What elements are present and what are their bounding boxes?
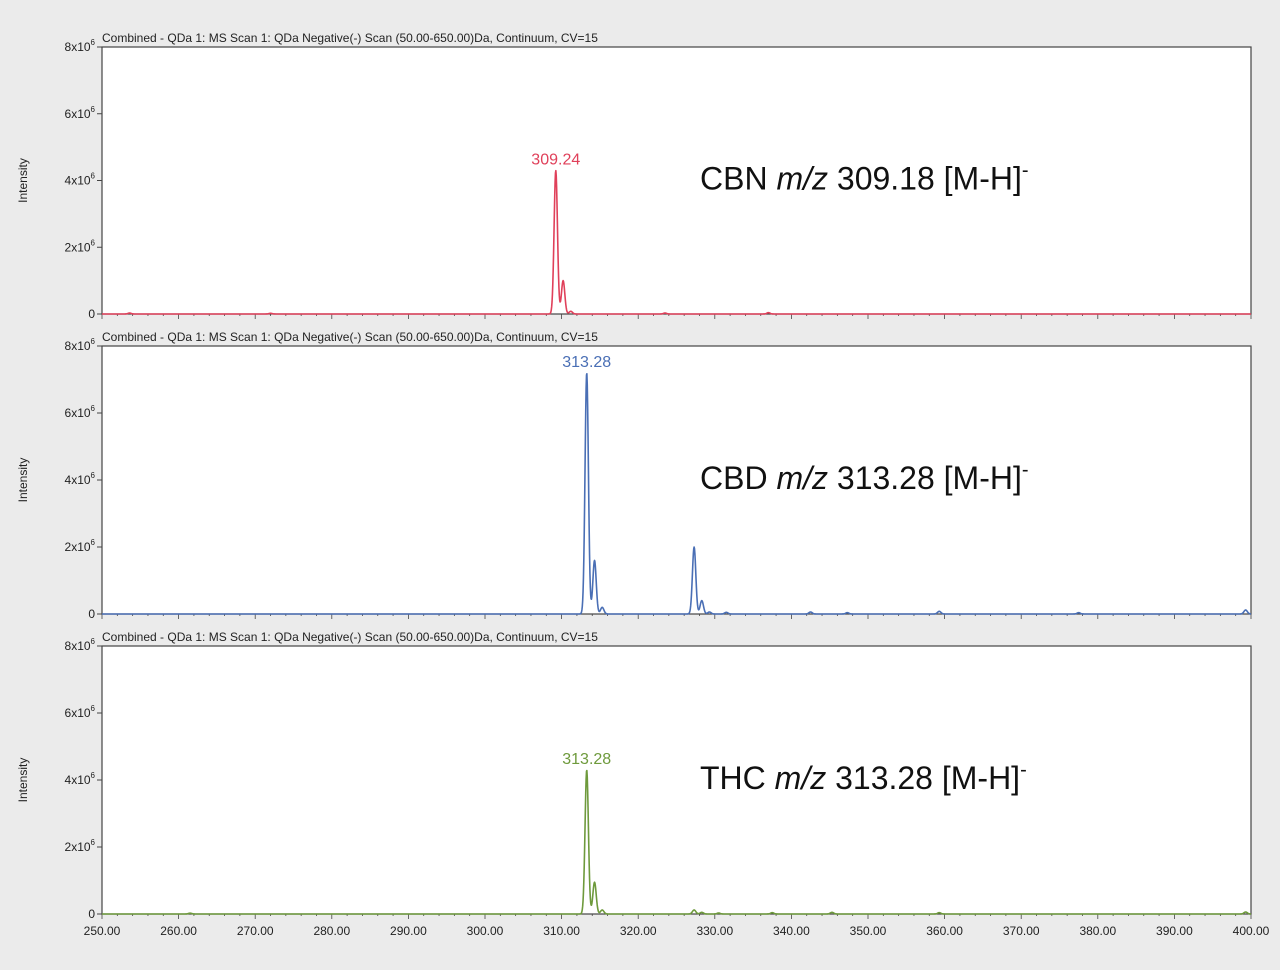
y-tick-label: 6x106 (65, 404, 96, 420)
y-tick-exponent: 6 (91, 637, 96, 646)
x-tick-label: 350.00 (850, 924, 887, 938)
x-tick-label: 370.00 (1003, 924, 1040, 938)
y-axis-label: Intensity (16, 158, 30, 203)
ion-charge: - (1022, 160, 1029, 182)
y-tick-exponent: 6 (91, 38, 96, 47)
y-tick-base: 4x10 (65, 473, 91, 487)
y-tick-exponent: 6 (91, 471, 96, 480)
y-tick-exponent: 6 (91, 838, 96, 847)
x-tick-label: 300.00 (467, 924, 504, 938)
x-tick-label: 400.00 (1233, 924, 1270, 938)
compound-annotation: CBN m/z 309.18 [M-H]- (700, 160, 1029, 197)
y-tick-label: 8x106 (65, 38, 96, 54)
panel-header: Combined - QDa 1: MS Scan 1: QDa Negativ… (102, 330, 598, 344)
compound-name: CBN (700, 161, 776, 197)
spectrum-trace (101, 769, 1252, 915)
spectrum-trace (101, 372, 1252, 615)
y-tick-base: 4x10 (65, 773, 91, 787)
x-tick-label: 290.00 (390, 924, 427, 938)
y-tick-label: 8x106 (65, 337, 96, 353)
plot-frame (101, 645, 1252, 915)
y-tick-label: 0 (88, 907, 95, 921)
y-tick-base: 0 (88, 307, 95, 321)
mz-unit: m/z (776, 161, 828, 197)
panel-header: Combined - QDa 1: MS Scan 1: QDa Negativ… (102, 630, 598, 644)
compound-annotation: THC m/z 313.28 [M-H]- (700, 759, 1027, 796)
y-tick-exponent: 6 (91, 538, 96, 547)
compound-name: THC (700, 760, 775, 796)
y-tick-base: 2x10 (65, 540, 91, 554)
y-tick-exponent: 6 (91, 404, 96, 413)
plot-frame (101, 345, 1252, 615)
y-tick-exponent: 6 (91, 337, 96, 346)
mz-unit: m/z (776, 460, 828, 496)
y-tick-exponent: 6 (91, 238, 96, 247)
x-tick-label: 270.00 (237, 924, 274, 938)
x-tick-label: 340.00 (773, 924, 810, 938)
y-tick-exponent: 6 (91, 172, 96, 181)
peak-label: 313.28 (562, 354, 611, 371)
spectrum-panel-2: Combined - QDa 1: MS Scan 1: QDa Negativ… (16, 330, 1252, 621)
y-tick-label: 0 (88, 307, 95, 321)
spectrum-panel-1: Combined - QDa 1: MS Scan 1: QDa Negativ… (16, 31, 1252, 321)
peak-label: 309.24 (531, 151, 580, 168)
spectrum-trace (101, 169, 1252, 315)
plot-frame (101, 46, 1252, 315)
y-tick-exponent: 6 (91, 771, 96, 780)
y-tick-label: 2x106 (65, 238, 96, 254)
y-tick-label: 6x106 (65, 105, 96, 121)
ion-charge: - (1020, 759, 1027, 781)
x-tick-label: 280.00 (313, 924, 350, 938)
y-tick-base: 8x10 (65, 40, 91, 54)
y-tick-base: 4x10 (65, 174, 91, 188)
y-tick-label: 2x106 (65, 838, 96, 854)
y-tick-base: 6x10 (65, 706, 91, 720)
x-axis: 250.00 260.00 270.00 280.00 290.00 300.00 310.… (84, 924, 1270, 938)
y-tick-label: 6x106 (65, 704, 96, 720)
x-tick-label: 390.00 (1156, 924, 1193, 938)
y-tick-label: 4x106 (65, 471, 96, 487)
compound-annotation: CBD m/z 313.28 [M-H]- (700, 459, 1029, 496)
x-tick-label: 330.00 (696, 924, 733, 938)
y-tick-base: 6x10 (65, 406, 91, 420)
y-tick-base: 2x10 (65, 240, 91, 254)
y-tick-base: 6x10 (65, 107, 91, 121)
y-axis-label: Intensity (16, 458, 30, 503)
x-tick-label: 250.00 (84, 924, 121, 938)
y-tick-base: 8x10 (65, 339, 91, 353)
y-tick-base: 2x10 (65, 840, 91, 854)
peak-label: 313.28 (562, 751, 611, 768)
x-tick-label: 320.00 (620, 924, 657, 938)
spectrum-panel-3: Combined - QDa 1: MS Scan 1: QDa Negativ… (16, 630, 1252, 921)
y-tick-base: 8x10 (65, 639, 91, 653)
panel-header: Combined - QDa 1: MS Scan 1: QDa Negativ… (102, 31, 598, 45)
y-tick-label: 4x106 (65, 172, 96, 188)
x-tick-label: 360.00 (926, 924, 963, 938)
y-tick-base: 0 (88, 907, 95, 921)
x-tick-label: 310.00 (543, 924, 580, 938)
x-tick-label: 380.00 (1079, 924, 1116, 938)
ion-charge: - (1022, 459, 1029, 481)
y-tick-label: 0 (88, 607, 95, 621)
y-tick-base: 0 (88, 607, 95, 621)
mz-value: 313.28 [M-H] (826, 760, 1020, 796)
y-axis-label: Intensity (16, 758, 30, 803)
y-tick-label: 8x106 (65, 637, 96, 653)
y-tick-exponent: 6 (91, 105, 96, 114)
y-tick-label: 4x106 (65, 771, 96, 787)
compound-name: CBD (700, 460, 776, 496)
x-tick-label: 260.00 (160, 924, 197, 938)
mz-value: 313.28 [M-H] (828, 460, 1022, 496)
mz-unit: m/z (775, 760, 827, 796)
y-tick-label: 2x106 (65, 538, 96, 554)
mz-value: 309.18 [M-H] (828, 161, 1022, 197)
y-tick-exponent: 6 (91, 704, 96, 713)
